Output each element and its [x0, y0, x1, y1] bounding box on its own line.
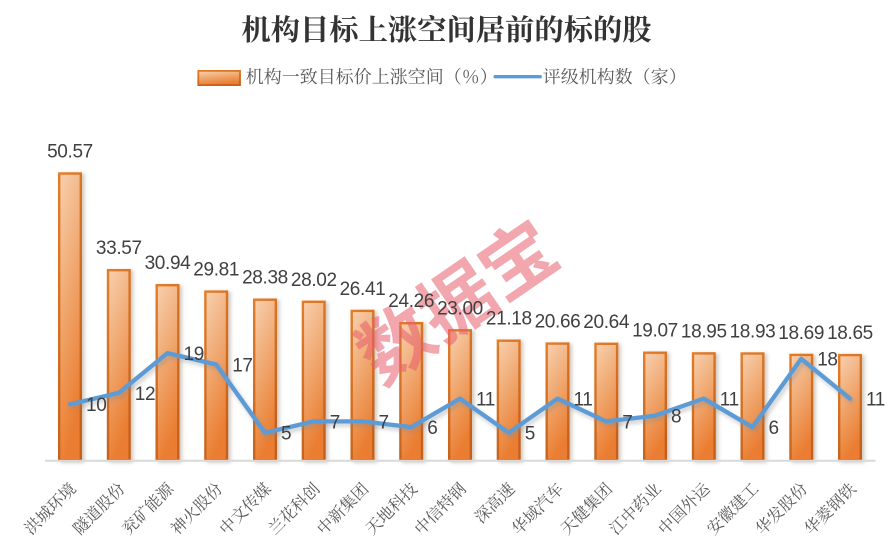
svg-text:11: 11 [720, 390, 739, 411]
svg-text:11: 11 [574, 390, 593, 411]
svg-text:7: 7 [622, 412, 632, 433]
svg-text:28.38: 28.38 [242, 268, 288, 289]
svg-text:6: 6 [769, 418, 779, 439]
svg-text:26.41: 26.41 [340, 279, 386, 300]
svg-text:8: 8 [671, 407, 681, 428]
svg-text:24.26: 24.26 [388, 291, 434, 312]
svg-text:33.57: 33.57 [96, 238, 142, 259]
svg-text:6: 6 [427, 418, 437, 439]
svg-text:23.00: 23.00 [437, 298, 483, 319]
svg-text:20.64: 20.64 [583, 312, 630, 333]
svg-text:50.57: 50.57 [47, 142, 93, 163]
svg-text:11: 11 [476, 390, 495, 411]
svg-text:28.02: 28.02 [291, 270, 337, 291]
svg-text:7: 7 [330, 412, 340, 433]
svg-text:29.81: 29.81 [193, 260, 239, 281]
svg-text:18.69: 18.69 [778, 323, 824, 344]
svg-text:18.95: 18.95 [681, 321, 727, 342]
svg-text:11: 11 [866, 390, 885, 411]
svg-text:7: 7 [379, 412, 389, 433]
svg-text:19.07: 19.07 [632, 321, 678, 342]
svg-text:10: 10 [86, 395, 106, 416]
svg-text:20.66: 20.66 [535, 312, 581, 333]
svg-text:30.94: 30.94 [145, 253, 192, 274]
svg-text:5: 5 [525, 424, 535, 445]
svg-text:5: 5 [281, 424, 291, 445]
svg-text:18: 18 [817, 350, 837, 371]
svg-text:18.65: 18.65 [827, 323, 873, 344]
svg-text:19: 19 [184, 344, 204, 365]
svg-text:21.18: 21.18 [486, 309, 532, 330]
svg-text:12: 12 [135, 384, 155, 405]
svg-text:18.93: 18.93 [730, 322, 776, 343]
svg-text:17: 17 [232, 355, 252, 376]
